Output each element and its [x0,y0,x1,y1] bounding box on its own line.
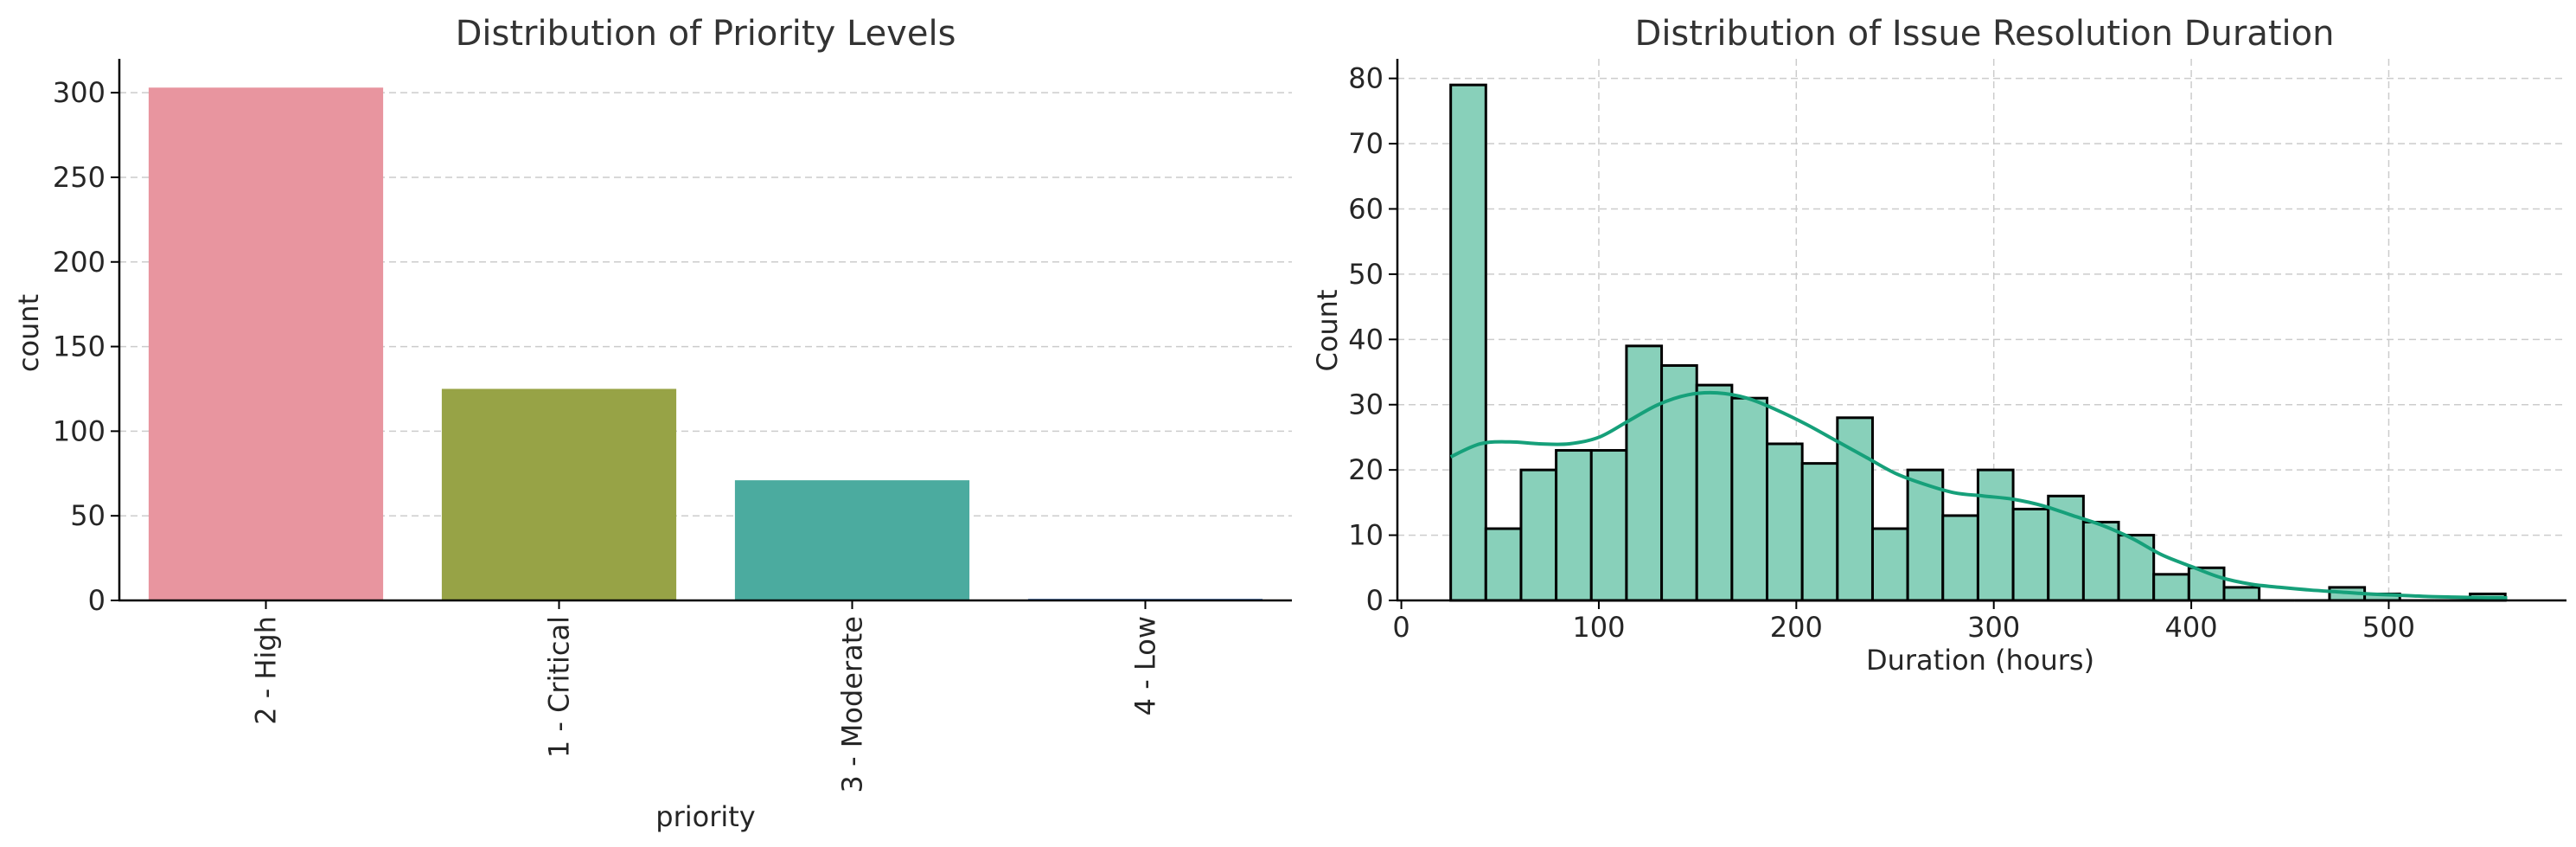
bar-chart-y-label: count [12,294,45,372]
bar-chart-y-axis: 0 50 100 150 200 250 300 [53,76,119,617]
histogram-bar [1695,383,1734,602]
histogram-bar [1625,344,1664,602]
histogram-bar [1800,462,1839,602]
bar-chart-x-tick-label: 1 - Critical [543,616,576,758]
bar-chart-y-tick-label: 200 [53,246,105,279]
histogram-bar [1484,527,1523,602]
histogram-y-label: Count [1311,289,1344,371]
bar-chart-x-axis: 2 - High 1 - Critical 3 - Moderate 4 - Low [250,600,1162,792]
histogram-bar [1449,83,1487,602]
histogram-x-axis: 0 100 200 300 400 500 [1392,600,2415,644]
histogram-bar [1660,363,1698,602]
duration-histogram-chart: Distribution of Issue Resolution Duratio… [1311,14,2566,677]
bar-chart-title: Distribution of Priority Levels [456,14,956,54]
bar-chart-bars [148,87,1263,601]
histogram-y-tick-label: 60 [1348,192,1384,225]
histogram-x-tick-label: 100 [1572,611,1625,644]
histogram-title: Distribution of Issue Resolution Duratio… [1635,14,2335,54]
histogram-bar [2011,507,2050,602]
histogram-y-tick-label: 30 [1348,388,1384,421]
histogram-x-tick-label: 0 [1392,611,1409,644]
histogram-x-tick-label: 200 [1770,611,1823,644]
histogram-bars [1449,83,2507,602]
histogram-y-tick-label: 80 [1348,62,1384,95]
bar-chart-y-tick-label: 50 [70,499,105,532]
bar-chart-y-tick-label: 100 [53,414,105,447]
bar-chart-x-tick-label: 2 - High [250,616,283,725]
histogram-y-tick-label: 50 [1348,258,1384,291]
histogram-bar [1766,442,1804,602]
histogram-y-tick-label: 0 [1366,584,1384,617]
histogram-bar [2222,586,2261,602]
histogram-y-tick-label: 20 [1348,453,1384,486]
histogram-x-tick-label: 500 [2362,611,2415,644]
histogram-y-axis: 0 10 20 30 40 50 60 70 80 [1348,62,1397,617]
histogram-bar [2152,573,2190,602]
histogram-bar [1555,449,1593,602]
bar-chart-y-tick-label: 150 [53,330,105,363]
bar-chart-x-tick-label: 4 - Low [1129,616,1162,715]
histogram-kde-line [1449,390,2508,600]
bar-chart-x-label: priority [655,800,755,833]
histogram-bar [1906,468,1945,602]
histogram-y-tick-label: 10 [1348,519,1384,552]
histogram-y-tick-label: 40 [1348,323,1384,356]
bar-chart-bar [734,480,970,600]
bar-chart-y-tick-label: 250 [53,161,105,194]
histogram-bar [2117,534,2156,602]
histogram-x-tick-label: 400 [2165,611,2218,644]
bar-chart-bar [441,388,677,600]
histogram-bar [1519,468,1558,602]
bar-chart-y-tick-label: 300 [53,76,105,109]
histogram-bar [1730,396,1769,602]
bar-chart-bar [148,87,384,601]
histogram-bar [2081,520,2120,602]
histogram-bar [1589,449,1628,602]
histogram-x-tick-label: 300 [1967,611,2020,644]
histogram-y-tick-label: 70 [1348,127,1384,160]
histogram-bar [1976,468,2015,602]
histogram-bar [1870,527,1909,602]
priority-bar-chart: Distribution of Priority Levels 0 50 100 15… [12,14,1292,833]
histogram-x-label: Duration (hours) [1866,644,2094,677]
histogram-bar [1836,416,1874,602]
bar-chart-y-tick-label: 0 [88,584,105,617]
bar-chart-x-tick-label: 3 - Moderate [836,616,869,792]
histogram-bar [1941,514,1979,602]
